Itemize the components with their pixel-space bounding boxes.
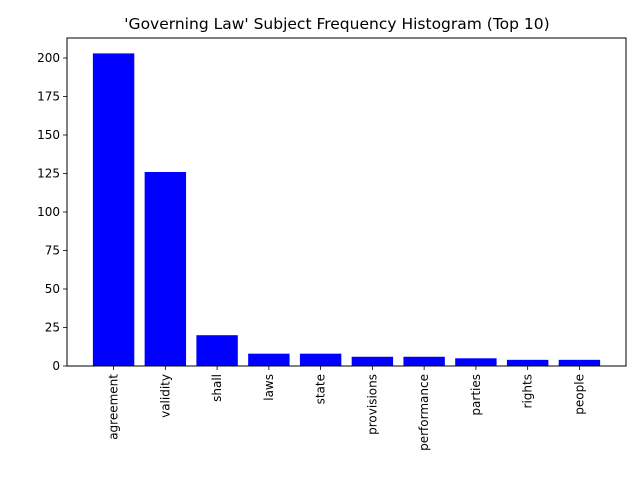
bar-performance	[403, 356, 445, 366]
bar-shall	[196, 335, 238, 366]
x-axis: agreement validity shall laws state provision…	[107, 366, 586, 451]
y-tick-label: 25	[45, 321, 60, 335]
x-tick-label: provisions	[365, 374, 379, 435]
x-tick-label: shall	[210, 374, 224, 402]
x-tick-label: parties	[469, 374, 483, 416]
y-tick-label: 175	[37, 90, 60, 104]
y-tick-label: 200	[37, 51, 60, 65]
bar-laws	[248, 353, 290, 366]
y-tick-label: 150	[37, 128, 60, 142]
chart-title: 'Governing Law' Subject Frequency Histog…	[124, 15, 549, 33]
bar-people	[558, 359, 601, 366]
x-tick-label: state	[314, 374, 328, 404]
x-tick-label: laws	[262, 374, 276, 401]
x-tick-label: rights	[521, 374, 535, 408]
y-tick-label: 125	[37, 167, 60, 181]
bar-rights	[506, 359, 549, 366]
bar-parties	[455, 358, 497, 366]
x-tick-label: performance	[417, 374, 431, 451]
y-tick-label: 100	[37, 205, 60, 219]
y-tick-label: 50	[45, 282, 60, 296]
y-tick-label: 0	[52, 359, 60, 373]
x-tick-label: people	[572, 374, 586, 415]
y-axis: 0 25 50 75 100 125 150 175 200	[37, 51, 67, 373]
bar-group	[92, 53, 601, 367]
plot-frame	[66, 37, 627, 367]
bar-agreement	[92, 53, 135, 367]
y-tick-label: 75	[45, 244, 60, 258]
x-tick-label: agreement	[107, 374, 121, 440]
bar-provisions	[351, 356, 394, 366]
bar-validity	[144, 171, 187, 366]
bar-state	[299, 353, 342, 366]
x-tick-label: validity	[158, 374, 172, 418]
